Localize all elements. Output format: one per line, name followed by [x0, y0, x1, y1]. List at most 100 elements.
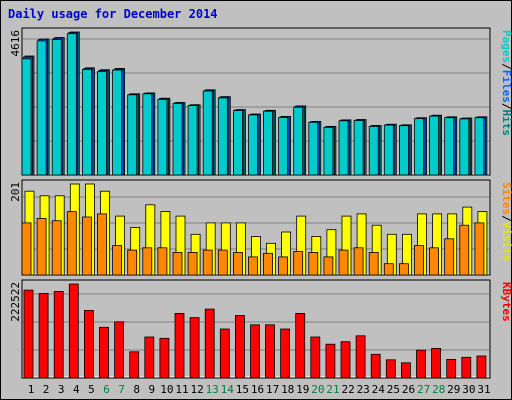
bar-pages-day-29 — [444, 117, 455, 176]
bar-sites-day-5 — [82, 216, 92, 276]
bar-pages-day-1 — [21, 58, 32, 176]
legend-item-: / — [500, 63, 512, 70]
x-tick-label-16: 16 — [251, 383, 264, 396]
bar-kbytes-day-29 — [446, 358, 457, 379]
bar-pages-day-16 — [248, 114, 258, 176]
bar-pages-day-10 — [157, 99, 168, 176]
bar-kbytes-day-22 — [340, 341, 351, 379]
bar-sites-day-27 — [414, 245, 424, 276]
bar-kbytes-day-4 — [68, 283, 79, 379]
x-tick-label-22: 22 — [341, 383, 354, 396]
bar-pages-day-30 — [459, 118, 470, 176]
bar-sites-day-14 — [217, 249, 228, 276]
bar-pages-day-5 — [82, 69, 92, 176]
x-tick-label-28: 28 — [432, 383, 445, 396]
bar-kbytes-day-14 — [219, 328, 230, 379]
bar-kbytes-day-18 — [280, 328, 291, 379]
bar-kbytes-day-5 — [84, 309, 94, 379]
bar-sites-day-22 — [338, 249, 349, 276]
bar-kbytes-day-27 — [416, 349, 426, 379]
bar-kbytes-day-15 — [234, 315, 245, 379]
bar-pages-day-7 — [112, 69, 122, 176]
bar-kbytes-day-31 — [476, 355, 487, 379]
panel-bottom-ymax-label: 222522 — [9, 282, 22, 322]
x-tick-label-20: 20 — [311, 383, 324, 396]
bar-pages-day-28 — [429, 115, 440, 176]
bar-sites-day-17 — [263, 252, 273, 276]
bar-pages-day-9 — [142, 93, 153, 176]
bar-sites-day-25 — [383, 263, 394, 276]
bar-pages-day-25 — [383, 124, 394, 176]
bar-kbytes-day-21 — [325, 343, 336, 379]
bar-sites-day-29 — [444, 238, 455, 276]
bar-sites-day-23 — [353, 247, 364, 276]
x-tick-label-6: 6 — [103, 383, 110, 396]
x-tick-label-31: 31 — [477, 383, 490, 396]
x-tick-label-9: 9 — [148, 383, 155, 396]
bar-pages-day-4 — [66, 33, 77, 176]
bar-pages-day-15 — [232, 110, 243, 176]
bar-kbytes-day-11 — [174, 312, 185, 379]
legend-item-visits: Visits — [500, 222, 512, 262]
bar-sites-day-18 — [278, 256, 289, 276]
bar-sites-day-28 — [429, 247, 440, 276]
bar-kbytes-day-9 — [144, 336, 155, 379]
bar-sites-day-8 — [127, 249, 138, 276]
legend-item-kbytes: KBytes — [500, 282, 512, 322]
bar-kbytes-day-25 — [385, 359, 396, 379]
x-tick-label-5: 5 — [88, 383, 95, 396]
x-tick-label-29: 29 — [447, 383, 460, 396]
bar-sites-day-1 — [21, 222, 32, 276]
bar-kbytes-day-2 — [38, 293, 49, 379]
bar-kbytes-day-23 — [355, 335, 366, 379]
bar-sites-day-20 — [308, 251, 319, 276]
x-tick-label-24: 24 — [372, 383, 386, 396]
bar-kbytes-day-20 — [310, 336, 321, 379]
bar-pages-day-8 — [127, 94, 138, 176]
x-tick-label-3: 3 — [58, 383, 65, 396]
bar-kbytes-day-24 — [370, 353, 381, 379]
legend-item-sites: Sites — [500, 182, 512, 215]
bar-sites-day-10 — [157, 247, 168, 276]
x-tick-label-13: 13 — [206, 383, 219, 396]
bar-kbytes-day-19 — [295, 312, 306, 379]
legend-item-: / — [500, 103, 512, 110]
bar-sites-day-19 — [293, 251, 304, 276]
x-tick-label-8: 8 — [133, 383, 140, 396]
x-tick-label-12: 12 — [190, 383, 203, 396]
bar-sites-day-4 — [66, 211, 77, 276]
bar-pages-day-14 — [217, 97, 228, 176]
chart-title: Daily usage for December 2014 — [8, 7, 218, 21]
bar-sites-day-30 — [459, 224, 470, 276]
x-tick-label-4: 4 — [73, 383, 80, 396]
x-tick-label-7: 7 — [118, 383, 125, 396]
bar-sites-day-11 — [172, 251, 183, 276]
x-tick-label-14: 14 — [221, 383, 235, 396]
bar-sites-day-12 — [187, 251, 198, 276]
bar-pages-day-3 — [51, 39, 62, 176]
x-tick-label-15: 15 — [236, 383, 249, 396]
bar-pages-day-22 — [338, 120, 349, 176]
x-tick-label-21: 21 — [326, 383, 339, 396]
bar-sites-day-7 — [112, 245, 122, 276]
bar-pages-day-11 — [172, 103, 183, 176]
bar-sites-day-13 — [202, 249, 213, 276]
bar-kbytes-day-6 — [99, 326, 109, 379]
bar-pages-day-12 — [187, 105, 198, 176]
panel-middle-legend: Sites/Visits — [500, 182, 512, 262]
x-tick-label-11: 11 — [175, 383, 188, 396]
bar-pages-day-27 — [414, 118, 424, 176]
bar-sites-day-26 — [398, 263, 409, 276]
bar-sites-day-9 — [142, 247, 153, 276]
bar-kbytes-day-3 — [53, 290, 64, 379]
bar-kbytes-day-7 — [114, 321, 124, 379]
x-tick-label-17: 17 — [266, 383, 279, 396]
legend-item-files: Files — [500, 70, 512, 103]
bar-kbytes-day-13 — [204, 308, 215, 379]
x-tick-label-26: 26 — [402, 383, 415, 396]
bar-kbytes-day-8 — [129, 351, 140, 379]
bar-sites-day-31 — [474, 222, 485, 276]
panel-top-legend: Pages/Files/Hits — [500, 30, 512, 136]
panel-bottom-legend: KBytes — [500, 282, 512, 322]
